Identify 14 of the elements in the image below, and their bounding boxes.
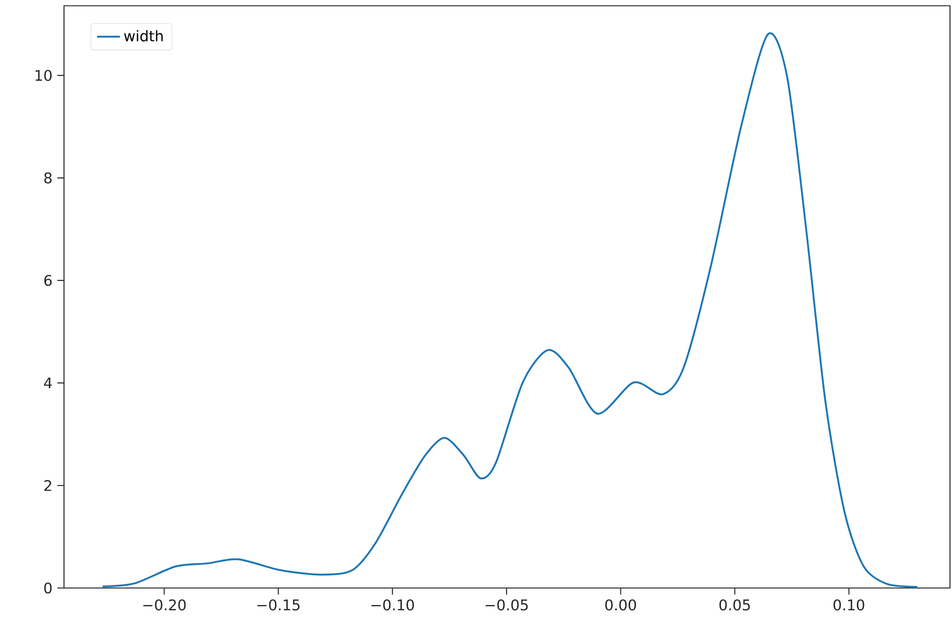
y-tick-label: 4 <box>44 378 52 388</box>
x-tick-label: −0.05 <box>486 599 528 610</box>
y-tick-label: 0 <box>44 582 52 594</box>
y-tick-label: 10 <box>36 70 52 81</box>
y-tick-label: 8 <box>44 172 52 184</box>
x-tick-label: −0.15 <box>257 599 300 610</box>
y-tick-label: 2 <box>44 480 52 491</box>
x-tick-label: 0.10 <box>834 599 864 610</box>
y-tick-label: 6 <box>44 274 52 286</box>
x-tick-label: 0.05 <box>719 599 750 610</box>
x-tick-label: 0.00 <box>605 599 636 610</box>
legend-label: width <box>124 30 163 42</box>
x-tick-label: −0.10 <box>372 599 414 610</box>
x-tick-label: −0.20 <box>143 599 186 610</box>
